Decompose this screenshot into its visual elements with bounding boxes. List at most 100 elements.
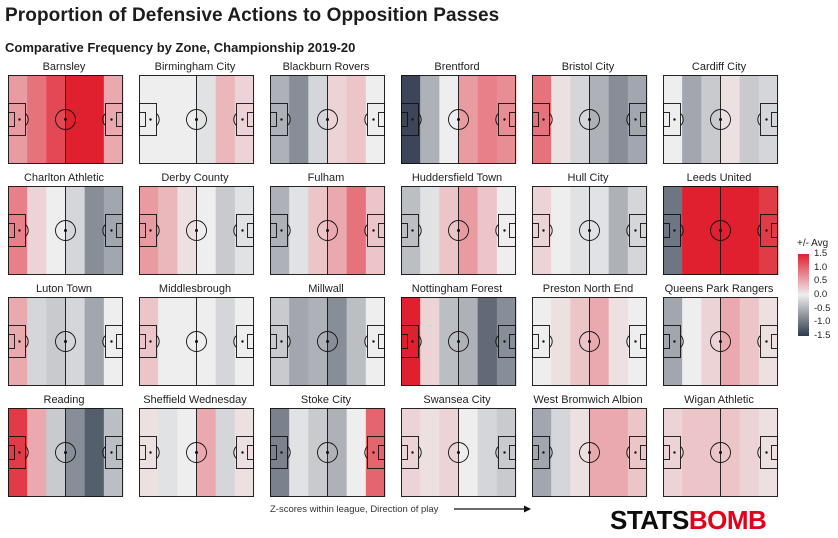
zone-cell <box>608 186 629 275</box>
zone-cell <box>570 75 590 164</box>
zone-cell <box>551 297 571 386</box>
zone-cell <box>84 297 105 386</box>
penalty-spot-left <box>411 340 414 343</box>
penalty-spot-right <box>634 229 637 232</box>
zone-cell <box>663 408 683 497</box>
team-pitch-panel: Sheffield Wednesday <box>136 394 255 500</box>
center-circle <box>448 442 469 463</box>
penalty-spot-right <box>503 229 506 232</box>
legend-title: +/- Avg <box>797 238 829 249</box>
team-pitch-panel: Birmingham City <box>136 61 255 167</box>
pitch-heatmap <box>139 186 255 275</box>
penalty-arc-right <box>626 113 630 126</box>
center-circle <box>579 331 600 352</box>
zone-cell <box>308 186 328 275</box>
zone-cell <box>682 186 702 275</box>
penalty-spot-left <box>411 451 414 454</box>
center-spot <box>457 229 460 232</box>
zone-cell <box>215 75 236 164</box>
zone-cell <box>570 297 590 386</box>
penalty-spot-left <box>280 451 283 454</box>
zone-cell <box>346 297 367 386</box>
six-yard-box-left <box>8 112 15 127</box>
six-yard-box-right <box>247 223 254 238</box>
penalty-arc-right <box>102 335 106 348</box>
team-name-label: Wigan Athletic <box>684 394 754 406</box>
zone-cell <box>365 297 386 386</box>
team-name-label: Blackburn Rovers <box>282 61 370 73</box>
zone-cell <box>420 408 440 497</box>
zone-cell <box>701 186 721 275</box>
penalty-spot-right <box>110 229 113 232</box>
zone-cell <box>346 186 367 275</box>
zone-cell <box>608 75 629 164</box>
team-pitch-panel: Bristol City <box>529 61 648 167</box>
six-yard-box-right <box>378 334 385 349</box>
zone-cell <box>758 408 779 497</box>
center-spot <box>719 451 722 454</box>
team-pitch-panel: Barnsley <box>5 61 124 167</box>
center-circle <box>317 331 338 352</box>
six-yard-box-right <box>771 223 778 238</box>
penalty-spot-left <box>542 229 545 232</box>
penalty-arc-right <box>757 446 761 459</box>
penalty-arc-left <box>156 335 160 348</box>
zone-cell <box>682 75 702 164</box>
zone-cell <box>308 297 328 386</box>
zone-cell <box>701 297 721 386</box>
zone-cell <box>663 75 683 164</box>
zone-cell <box>627 297 648 386</box>
six-yard-box-left <box>139 223 146 238</box>
penalty-arc-left <box>25 446 29 459</box>
pitch-heatmap <box>532 75 648 164</box>
zone-cell <box>103 75 124 164</box>
center-spot <box>195 340 198 343</box>
penalty-spot-left <box>18 118 21 121</box>
zone-cell <box>234 186 255 275</box>
zone-cell <box>401 297 421 386</box>
pitch-heatmap <box>270 408 386 497</box>
team-name-label: Stoke City <box>300 394 352 406</box>
six-yard-box-right <box>509 334 516 349</box>
zone-cell <box>103 408 124 497</box>
center-circle <box>448 331 469 352</box>
penalty-spot-right <box>372 229 375 232</box>
zone-cell <box>439 408 459 497</box>
six-yard-box-left <box>663 334 670 349</box>
team-pitch-panel: Charlton Athletic <box>5 172 124 278</box>
center-spot <box>326 451 329 454</box>
six-yard-box-left <box>139 112 146 127</box>
penalty-arc-right <box>233 224 237 237</box>
team-pitch-panel: Queens Park Rangers <box>660 283 779 389</box>
center-spot <box>326 340 329 343</box>
pitch-heatmap <box>663 297 779 386</box>
zone-cell <box>401 75 421 164</box>
penalty-arc-left <box>287 113 291 126</box>
six-yard-box-left <box>270 445 277 460</box>
center-circle <box>186 331 207 352</box>
pitch-heatmap <box>401 297 517 386</box>
zone-cell <box>532 408 552 497</box>
zone-cell <box>551 75 571 164</box>
penalty-spot-left <box>18 340 21 343</box>
center-spot <box>64 340 67 343</box>
penalty-arc-right <box>364 224 368 237</box>
pitch-heatmap <box>8 408 124 497</box>
zone-cell <box>139 408 159 497</box>
center-circle <box>317 109 338 130</box>
pitch-heatmap <box>270 297 386 386</box>
team-name-label: Birmingham City <box>154 61 236 73</box>
penalty-spot-left <box>673 118 676 121</box>
six-yard-box-left <box>532 112 539 127</box>
penalty-spot-right <box>634 118 637 121</box>
pitch-heatmap <box>270 75 386 164</box>
penalty-arc-left <box>287 335 291 348</box>
zone-cell <box>139 297 159 386</box>
zone-cell <box>551 408 571 497</box>
penalty-spot-right <box>503 451 506 454</box>
zone-cell <box>570 408 590 497</box>
zone-cell <box>84 186 105 275</box>
center-spot <box>719 118 722 121</box>
zone-cell <box>477 297 498 386</box>
zone-cell <box>8 75 28 164</box>
